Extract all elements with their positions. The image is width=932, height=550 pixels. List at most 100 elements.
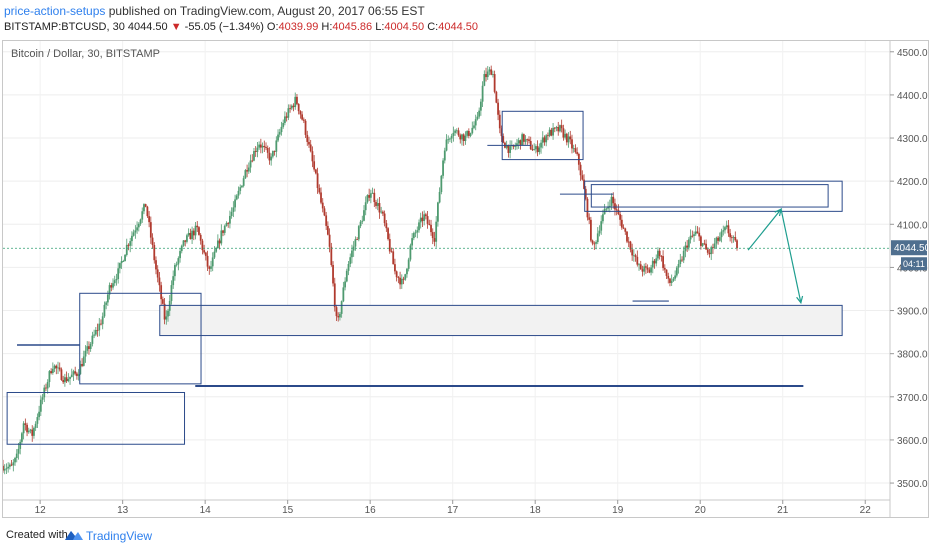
price-chart[interactable]: 4500.004400.004300.004200.004100.004000.… <box>2 41 932 517</box>
candle-body <box>598 230 601 234</box>
candle-body <box>359 221 362 227</box>
candle-body <box>10 464 13 466</box>
candle-body <box>627 241 630 243</box>
candle-body <box>493 74 496 92</box>
candle-body <box>371 192 374 194</box>
candle-body <box>565 133 568 143</box>
candle-body <box>615 209 618 211</box>
candle-body <box>112 283 114 288</box>
candle-body <box>620 219 623 228</box>
candle-body <box>639 264 642 270</box>
annotations[interactable] <box>6 110 843 445</box>
zone-box[interactable] <box>79 292 202 385</box>
candle-body <box>198 227 200 235</box>
arrow-head-down-icon <box>796 295 804 305</box>
zone-box[interactable] <box>6 391 186 445</box>
x-tick-label: 16 <box>365 505 377 516</box>
candle-body <box>76 373 78 376</box>
candle-body <box>629 241 632 250</box>
candle-body <box>431 232 434 239</box>
candle-body <box>347 264 350 271</box>
candle-body <box>19 441 22 449</box>
candle-body <box>636 256 639 265</box>
candle-body <box>665 269 668 276</box>
candle-body <box>476 116 479 120</box>
candle-body <box>216 240 219 249</box>
candle-body <box>481 85 484 102</box>
symbol-label: BITSTAMP:BTCUSD, 30 <box>4 21 125 33</box>
candle-body <box>201 240 204 251</box>
candle-body <box>117 268 120 279</box>
zone-box[interactable] <box>159 304 843 337</box>
candle-body <box>553 127 556 129</box>
candle-body <box>306 134 309 142</box>
candle-body <box>342 287 345 302</box>
candle-body <box>242 178 245 186</box>
x-tick-label: 20 <box>695 505 707 516</box>
candle-body <box>139 219 142 224</box>
candle-body <box>376 203 379 206</box>
zone-box[interactable] <box>590 184 829 208</box>
candle-body <box>253 151 255 161</box>
zone-box[interactable] <box>584 180 843 212</box>
candle-body <box>277 134 279 141</box>
candle-body <box>705 243 707 250</box>
candle-body <box>206 255 209 267</box>
candle-body <box>660 256 663 257</box>
candle-body <box>180 245 183 252</box>
chart-header: price-action-setups published on Trading… <box>0 0 932 38</box>
candle-body <box>41 397 44 400</box>
candle-body <box>490 69 493 75</box>
candle-body <box>524 139 527 142</box>
candle-body <box>715 237 718 244</box>
candle-body <box>106 294 109 303</box>
candle-body <box>165 316 168 320</box>
candle-body <box>96 329 99 331</box>
candle-body <box>693 234 695 236</box>
candle-body <box>438 191 441 203</box>
candle-body <box>655 258 658 264</box>
candle-body <box>196 225 199 228</box>
candle-body <box>380 211 383 213</box>
candle-body <box>411 238 414 246</box>
candle-body <box>332 264 334 284</box>
candle-body <box>3 469 6 471</box>
candle-body <box>86 346 89 351</box>
author-link[interactable]: price-action-setups <box>4 4 106 18</box>
chart-panel[interactable]: 4500.004400.004300.004200.004100.004000.… <box>2 40 932 518</box>
candle-body <box>110 285 113 288</box>
candle-body <box>498 114 501 129</box>
candle-body <box>449 138 451 140</box>
candle-body <box>254 151 257 152</box>
candle-body <box>189 232 192 240</box>
candle-body <box>175 264 178 266</box>
tradingview-brand[interactable]: TradingView <box>86 529 153 543</box>
candle-body <box>467 130 470 136</box>
candle-body <box>375 202 377 206</box>
zone-box[interactable] <box>501 110 584 161</box>
candle-body <box>235 195 238 200</box>
candle-body <box>464 135 467 142</box>
candle-body <box>39 399 42 412</box>
candle-body <box>447 139 450 141</box>
candle-body <box>407 259 410 269</box>
candle-body <box>29 429 32 431</box>
candle-body <box>270 156 273 161</box>
y-tick-label: 3500.00 <box>897 479 928 490</box>
candle-body <box>275 140 278 152</box>
candle-body <box>88 346 90 349</box>
x-tick-label: 12 <box>35 505 47 516</box>
candle-body <box>308 141 310 145</box>
candle-body <box>125 244 128 255</box>
projection-path[interactable] <box>747 207 802 303</box>
candle-body <box>14 457 16 463</box>
candle-body <box>155 260 157 270</box>
candle-body <box>521 134 524 146</box>
open-value: 4039.99 <box>278 21 319 33</box>
candle-body <box>397 277 400 278</box>
candle-body <box>249 160 252 168</box>
candle-body <box>538 147 541 153</box>
candle-body <box>120 261 123 264</box>
candle-body <box>45 387 47 389</box>
candle-body <box>115 278 118 281</box>
